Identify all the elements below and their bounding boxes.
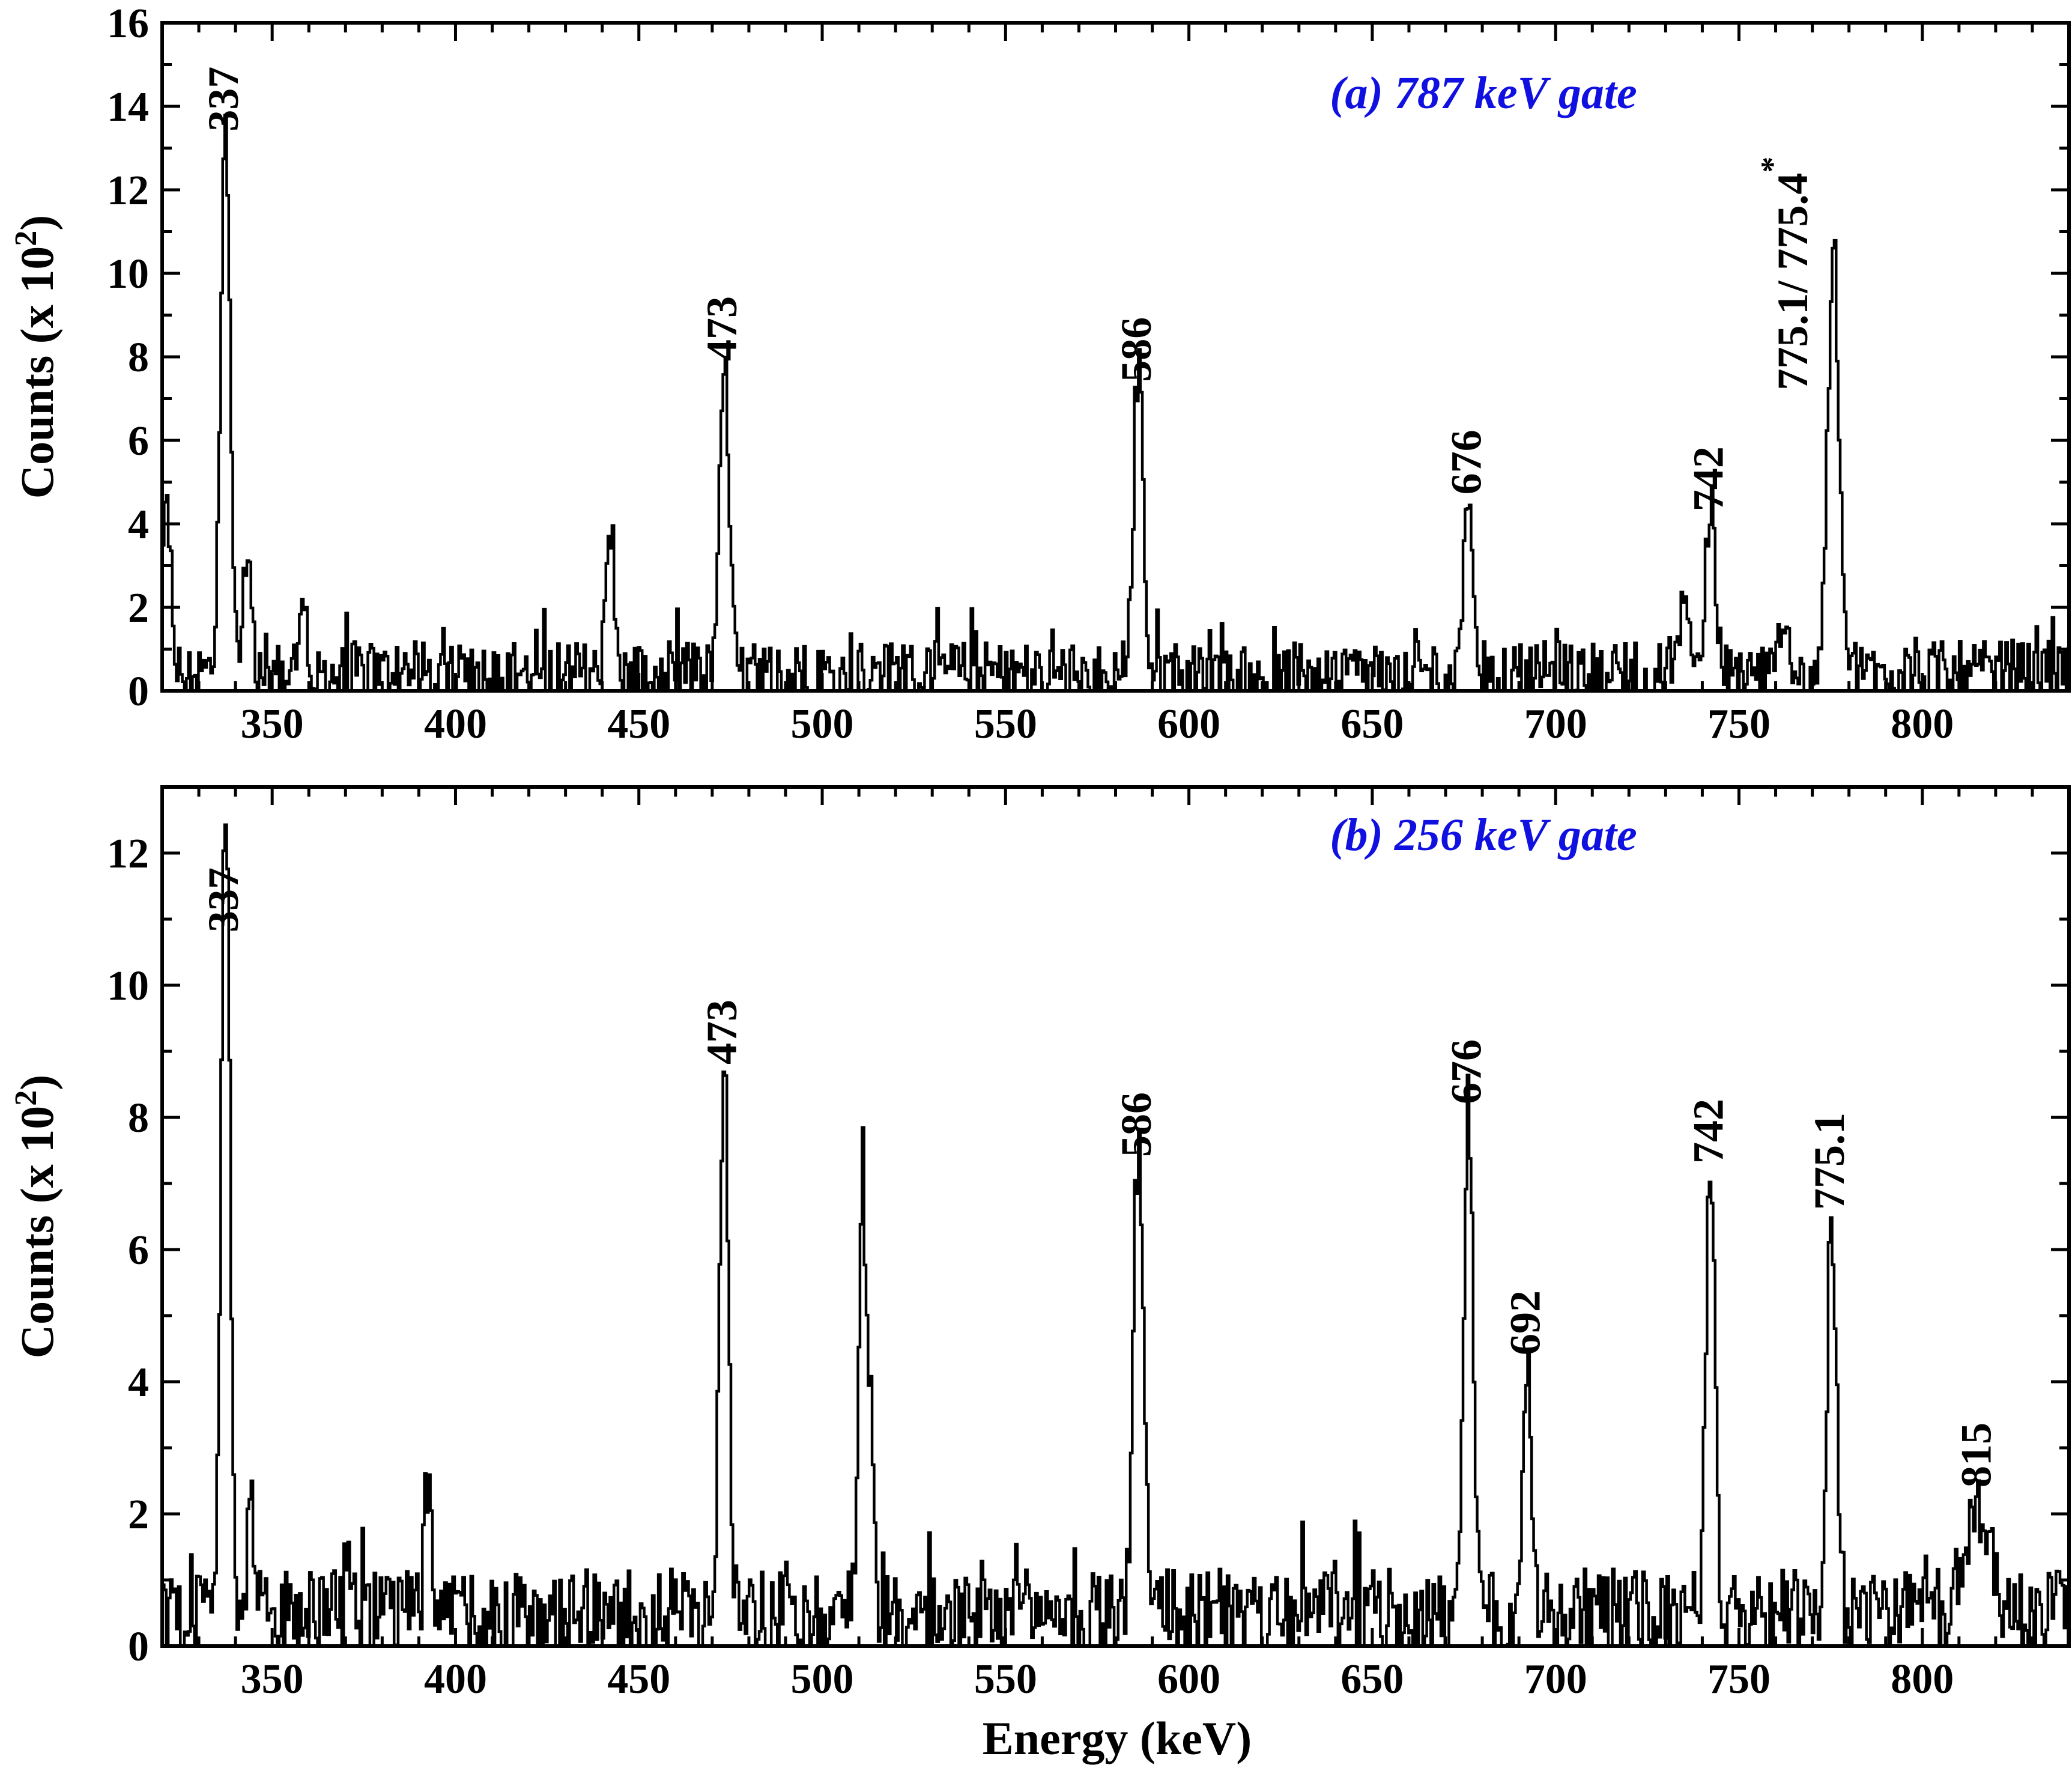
y-tick-label-a: 14 — [107, 84, 149, 130]
y-axis-label-b: Counts (x 102) — [9, 1075, 63, 1358]
y-axis-label-a: Counts (x 102) — [9, 215, 63, 499]
x-tick-label-b: 800 — [1891, 1656, 1954, 1703]
x-tick-label-a: 600 — [1157, 701, 1220, 747]
y-tick-label-a: 8 — [128, 335, 149, 381]
y-tick-label-b: 4 — [128, 1359, 149, 1406]
x-tick-label-b: 350 — [241, 1656, 304, 1703]
x-tick-label-a: 350 — [241, 701, 304, 747]
gate-annotation-a: (a) 787 keV gate — [1330, 68, 1637, 118]
x-tick-label-b: 600 — [1157, 1656, 1220, 1703]
x-tick-label-b: 400 — [424, 1656, 487, 1703]
plot-frame-b — [160, 785, 2071, 1648]
y-tick-label-b: 6 — [128, 1227, 149, 1274]
peak-label-a: 676 — [1443, 430, 1491, 494]
peak-label-b: 676 — [1443, 1039, 1491, 1104]
peak-label-b: 742 — [1685, 1099, 1733, 1164]
x-tick-label-a: 500 — [791, 701, 854, 747]
y-tick-label-a: 0 — [128, 669, 149, 715]
y-tick-label-a: 2 — [128, 585, 149, 631]
gate-annotation-b: (b) 256 keV gate — [1330, 810, 1637, 860]
x-tick-label-a: 650 — [1340, 701, 1404, 747]
y-tick-label-a: 10 — [107, 251, 149, 297]
x-tick-label-a: 400 — [424, 701, 487, 747]
x-tick-label-a: 750 — [1707, 701, 1771, 747]
x-tick-label-a: 450 — [607, 701, 670, 747]
y-tick-label-b: 10 — [107, 963, 149, 1009]
spectrum-line-b — [162, 823, 2070, 1648]
x-tick-label-b: 650 — [1340, 1656, 1404, 1703]
x-tick-label-b: 550 — [974, 1656, 1037, 1703]
y-tick-label-b: 8 — [128, 1095, 149, 1141]
y-tick-label-a: 4 — [128, 502, 149, 548]
peak-label-b: 692 — [1501, 1290, 1549, 1355]
x-axis-label: Energy (keV) — [983, 1712, 1252, 1764]
peak-label-a: 337 — [199, 67, 247, 132]
x-tick-label-b: 500 — [791, 1656, 854, 1703]
x-tick-label-b: 750 — [1707, 1656, 1771, 1703]
y-tick-label-b: 2 — [128, 1492, 149, 1538]
y-tick-label-b: 0 — [128, 1624, 149, 1670]
peak-label-b: 337 — [199, 867, 247, 932]
panel-b-256-keV-gate: 350 400 450 500 550 600 650 700 750 800 0 2 4 6 8 10 12 C… — [9, 785, 2071, 1703]
y-tick-label-a: 16 — [107, 1, 149, 47]
peak-label-a: 742 — [1685, 446, 1733, 511]
peak-label-a: 775.1/ 775.4* — [1754, 157, 1817, 390]
y-tick-label-a: 12 — [107, 168, 149, 214]
peak-label-b: 775.1 — [1805, 1113, 1853, 1210]
x-tick-label-a: 700 — [1524, 701, 1587, 747]
peak-label-a: 473 — [698, 296, 746, 361]
peak-label-a: 586 — [1112, 317, 1160, 382]
peak-label-b: 473 — [698, 1000, 746, 1065]
peak-label-b: 586 — [1112, 1092, 1160, 1157]
x-tick-label-a: 550 — [974, 701, 1037, 747]
x-tick-label-a: 800 — [1891, 701, 1954, 747]
y-tick-label-a: 6 — [128, 418, 149, 464]
x-tick-label-b: 450 — [607, 1656, 670, 1703]
spectrum-line-a — [162, 114, 2070, 693]
y-tick-label-b: 12 — [107, 831, 149, 877]
peak-label-b: 815 — [1952, 1423, 2000, 1487]
panel-a-787-keV-gate: 350 400 450 500 550 600 650 700 750 800 0 2 4 6 8 10 12 1… — [9, 1, 2071, 747]
x-tick-label-b: 700 — [1524, 1656, 1587, 1703]
